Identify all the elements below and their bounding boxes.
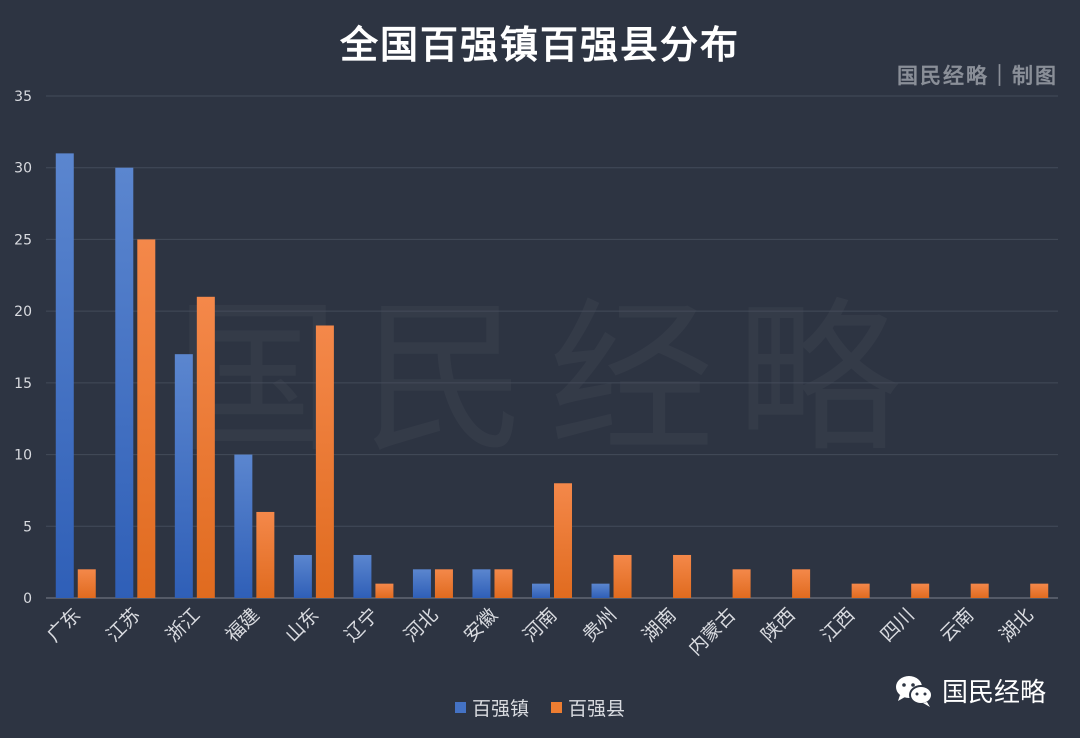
bar-towns-2	[174, 354, 193, 598]
y-tick-label-5: 5	[23, 519, 32, 535]
legend-swatch-counties	[551, 702, 562, 713]
wechat-icon	[894, 674, 934, 708]
bar-counties-10	[673, 554, 692, 598]
x-tick-label-0: 广东	[43, 604, 85, 646]
brand-label: 国民经略	[941, 678, 1046, 708]
y-tick-label-35: 35	[14, 89, 32, 105]
brand-logo: 国民经略	[894, 672, 1046, 709]
bar-counties-5	[375, 583, 394, 598]
legend-item-towns: 百强镇	[454, 694, 529, 721]
legend-item-counties: 百强县	[551, 694, 625, 721]
legend: 百强镇 百强县	[0, 694, 1080, 721]
y-tick-label-20: 20	[14, 304, 32, 320]
bar-towns-9	[591, 583, 610, 598]
bar-towns-0	[55, 153, 74, 598]
y-tick-label-30: 30	[14, 161, 32, 177]
bar-counties-13	[851, 583, 870, 598]
bar-counties-8	[554, 483, 572, 598]
legend-label-counties: 百强县	[568, 698, 626, 720]
x-tick-label-10: 湖南	[638, 604, 680, 646]
bar-counties-3	[256, 511, 275, 598]
bar-towns-5	[353, 554, 372, 598]
bar-towns-7	[472, 569, 491, 598]
x-tick-label-12: 陕西	[757, 604, 799, 646]
bar-counties-14	[911, 583, 930, 598]
bar-towns-6	[412, 569, 431, 598]
x-tick-label-14: 四川	[876, 604, 918, 646]
bar-counties-15	[970, 583, 989, 598]
x-tick-label-8: 河南	[519, 604, 561, 646]
x-tick-label-11: 内蒙古	[684, 604, 740, 660]
x-tick-label-5: 辽宁	[341, 604, 383, 646]
bar-counties-11	[732, 569, 751, 598]
x-tick-label-9: 贵州	[579, 604, 621, 646]
bar-towns-1	[115, 167, 134, 598]
legend-label-towns: 百强镇	[471, 698, 529, 720]
x-tick-label-16: 湖北	[995, 604, 1037, 646]
bar-counties-0	[77, 569, 96, 598]
bar-counties-12	[792, 569, 811, 598]
y-tick-label-25: 25	[14, 232, 32, 248]
chart-title: 全国百强镇百强县分布	[339, 23, 740, 67]
bar-counties-7	[494, 569, 513, 598]
bar-counties-2	[196, 296, 215, 598]
y-tick-label-15: 15	[14, 376, 32, 392]
x-tick-label-6: 河北	[400, 604, 442, 646]
x-tick-label-13: 江西	[817, 604, 859, 646]
x-tick-label-15: 云南	[936, 604, 978, 646]
x-tick-label-3: 福建	[221, 604, 263, 646]
bar-towns-8	[532, 583, 550, 598]
x-tick-label-2: 浙江	[162, 604, 204, 646]
bar-towns-4	[293, 554, 312, 598]
bar-counties-6	[434, 569, 453, 598]
x-tick-label-1: 江苏	[102, 604, 144, 646]
credit-text: 国民经略｜制图	[897, 63, 1058, 88]
x-tick-label-7: 安徽	[460, 604, 502, 646]
legend-swatch-towns	[454, 702, 466, 713]
bar-towns-3	[234, 454, 253, 598]
bar-counties-1	[137, 239, 156, 598]
x-tick-label-4: 山东	[281, 604, 323, 646]
bar-counties-9	[613, 554, 632, 598]
bar-counties-4	[315, 325, 334, 598]
bar-counties-16	[1030, 583, 1049, 598]
y-tick-label-10: 10	[14, 448, 32, 464]
y-tick-label-0: 0	[23, 591, 32, 607]
